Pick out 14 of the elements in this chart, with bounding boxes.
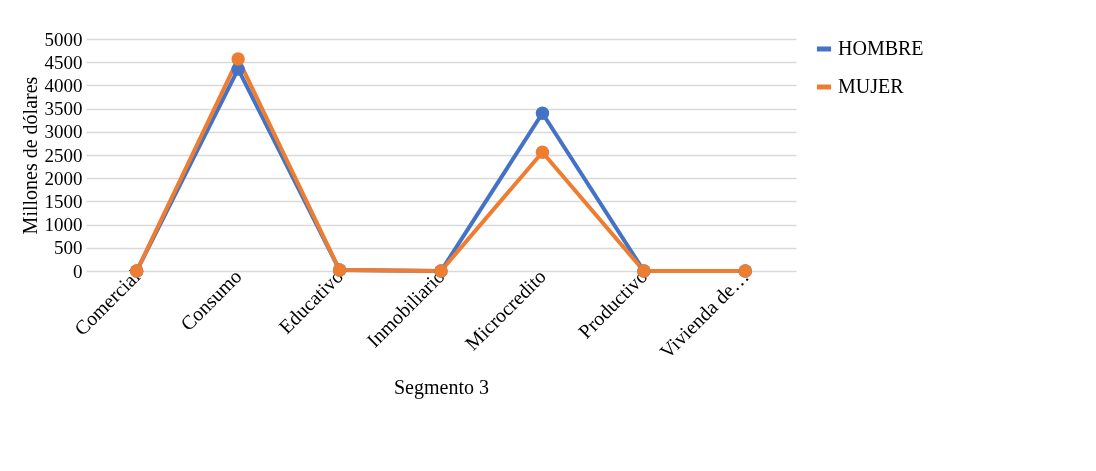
y-tick-label: 1000 <box>44 214 83 236</box>
y-tick-label: 500 <box>54 237 83 259</box>
y-tick-label: 1500 <box>44 190 83 212</box>
y-tick-label: 2500 <box>44 144 83 166</box>
y-tick-label: 3000 <box>44 121 83 143</box>
y-axis-title: Millones de dólares <box>18 76 41 235</box>
y-tick-label: 4000 <box>44 74 83 96</box>
legend-label: HOMBRE <box>838 37 924 59</box>
y-tick-label: 3500 <box>44 98 83 120</box>
y-tick-label: 5000 <box>44 28 83 50</box>
x-axis-title: Segmento 3 <box>394 375 489 399</box>
legend-label: MUJER <box>838 75 905 97</box>
y-tick-label: 2000 <box>44 167 83 189</box>
y-tick-label: 4500 <box>44 51 83 73</box>
